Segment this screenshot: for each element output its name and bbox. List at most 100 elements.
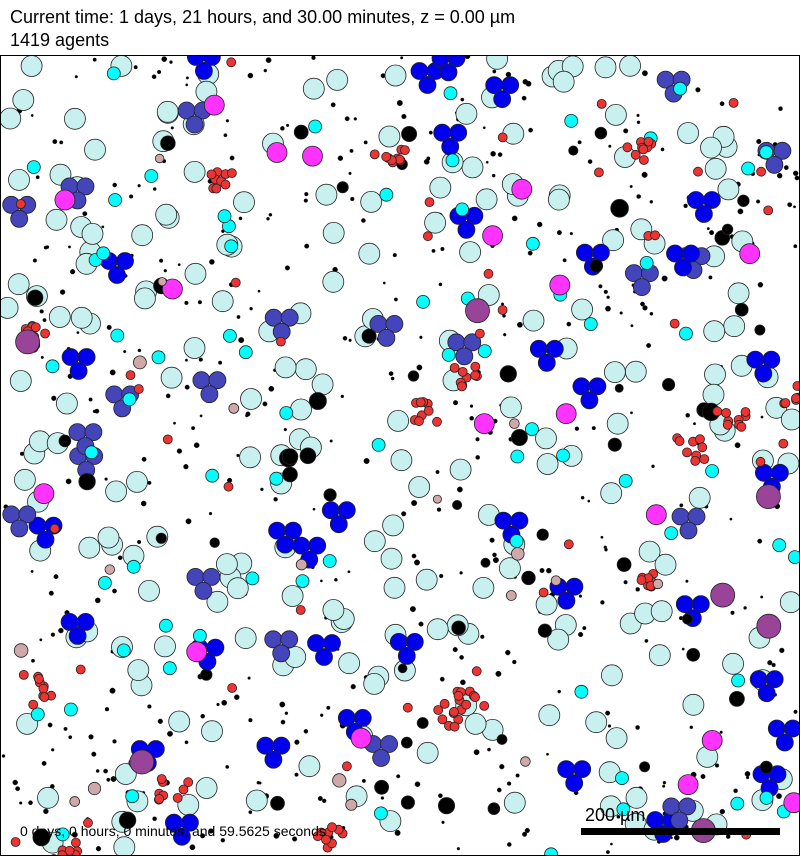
- agent-cell: [477, 344, 492, 359]
- agent-dot: [459, 655, 464, 660]
- agent-cell: [682, 693, 705, 716]
- agent-cell: [113, 836, 136, 855]
- agent-dot: [522, 831, 528, 837]
- agent-cell: [239, 446, 262, 469]
- agent-dot: [191, 426, 196, 431]
- agent-dot: [262, 401, 268, 407]
- agent-cell: [329, 515, 348, 534]
- agent-dot: [256, 780, 261, 785]
- agent-dot: [577, 140, 582, 145]
- agent-cell: [455, 347, 474, 366]
- agent-cell: [358, 242, 381, 265]
- agent-dot: [249, 306, 253, 311]
- agent-cell: [192, 628, 207, 643]
- agent-cell: [464, 713, 487, 735]
- agent-cell: [455, 102, 478, 125]
- agent-dot: [482, 126, 486, 130]
- agent-cell: [474, 328, 485, 339]
- agent-dot: [428, 130, 433, 135]
- agent-cell: [780, 398, 791, 408]
- agent-dot: [760, 595, 764, 599]
- agent-dot: [47, 722, 53, 728]
- agent-dot: [39, 638, 43, 642]
- agent-cell: [636, 575, 647, 585]
- agent-cell: [49, 523, 60, 534]
- agent-cell: [48, 306, 71, 328]
- agent-dot: [630, 324, 634, 328]
- agent-cell: [282, 466, 298, 483]
- agent-cell: [280, 630, 299, 649]
- agent-dot: [19, 801, 23, 805]
- agent-cell: [754, 324, 766, 336]
- agent-cell: [97, 526, 120, 549]
- agent-dot: [436, 507, 442, 512]
- agent-cell: [201, 720, 223, 743]
- agent-dot: [304, 192, 309, 197]
- agent-cell: [585, 711, 608, 734]
- agent-cell: [373, 806, 388, 821]
- agent-dot: [640, 301, 645, 307]
- agent-cell: [456, 381, 467, 392]
- agent-cell: [372, 749, 391, 767]
- agent-dot: [489, 537, 495, 543]
- agent-cell: [619, 56, 641, 77]
- agent-cell: [756, 166, 766, 177]
- agent-dot: [52, 139, 58, 145]
- agent-cell: [682, 613, 693, 625]
- agent-dot: [263, 68, 268, 73]
- agent-cell: [206, 590, 229, 613]
- agent-dot: [457, 486, 463, 493]
- agent-dot: [499, 764, 505, 770]
- agent-dot: [185, 518, 192, 525]
- agent-cell: [30, 322, 41, 333]
- agent-cell: [298, 755, 321, 778]
- agent-cell: [452, 499, 463, 511]
- agent-cell: [730, 796, 745, 811]
- agent-dot: [641, 70, 648, 77]
- agent-dot: [783, 165, 789, 170]
- agent-dot: [580, 495, 585, 500]
- agent-cell: [449, 721, 460, 732]
- agent-cell: [736, 421, 747, 432]
- agent-dot: [629, 184, 633, 189]
- agent-dot: [776, 793, 782, 799]
- agent-cell: [470, 692, 481, 702]
- agent-dot: [441, 820, 445, 824]
- agent-cell: [405, 633, 424, 651]
- agent-cell: [69, 362, 88, 380]
- agent-cell: [382, 514, 405, 537]
- agent-cell: [526, 236, 540, 251]
- agent-dot: [695, 87, 701, 93]
- agent-cell: [792, 381, 799, 391]
- agent-dot: [268, 213, 273, 217]
- agent-dot: [12, 779, 18, 786]
- agent-cell: [332, 773, 347, 788]
- agent-dot: [651, 464, 655, 469]
- agent-cell: [607, 437, 622, 452]
- agent-dot: [185, 76, 189, 80]
- agent-cell: [556, 448, 570, 463]
- agent-cell: [475, 188, 498, 211]
- agent-dot: [411, 553, 417, 559]
- agent-cell: [498, 557, 521, 580]
- agent-dot: [380, 796, 385, 800]
- agent-dot: [284, 265, 290, 271]
- agent-cell: [15, 199, 26, 209]
- agent-dot: [70, 269, 76, 275]
- agent-cell: [108, 266, 126, 284]
- agent-dot: [793, 170, 799, 176]
- agent-cell: [308, 536, 327, 555]
- agent-cell: [712, 406, 723, 417]
- agent-dot: [507, 842, 512, 847]
- agent-cell: [76, 177, 95, 196]
- agent-dot: [106, 324, 112, 330]
- agent-cell: [616, 557, 632, 572]
- agent-cell: [156, 774, 167, 784]
- agent-cell: [245, 571, 260, 586]
- agent-dot: [708, 275, 713, 280]
- agent-cell: [158, 618, 173, 633]
- agent-dot: [528, 127, 533, 133]
- agent-dot: [319, 579, 323, 583]
- agent-cell: [162, 434, 173, 445]
- agent-cell: [308, 119, 323, 134]
